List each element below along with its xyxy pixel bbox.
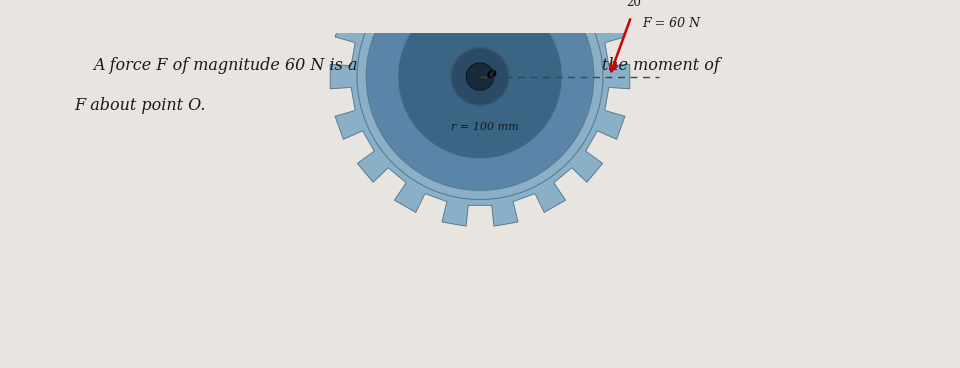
Circle shape — [467, 63, 493, 90]
Polygon shape — [330, 0, 630, 226]
Text: 20°: 20° — [627, 0, 647, 9]
Circle shape — [398, 0, 562, 159]
Circle shape — [357, 0, 603, 199]
Text: F = 60 N: F = 60 N — [642, 17, 700, 31]
Text: O: O — [488, 69, 497, 80]
Circle shape — [366, 0, 594, 190]
Text: A force F of magnitude 60 N is applied to the gear. Determine the moment of: A force F of magnitude 60 N is applied t… — [93, 57, 720, 74]
Text: r = 100 mm: r = 100 mm — [451, 122, 518, 132]
Circle shape — [451, 47, 509, 106]
Text: F about point O.: F about point O. — [75, 97, 206, 114]
